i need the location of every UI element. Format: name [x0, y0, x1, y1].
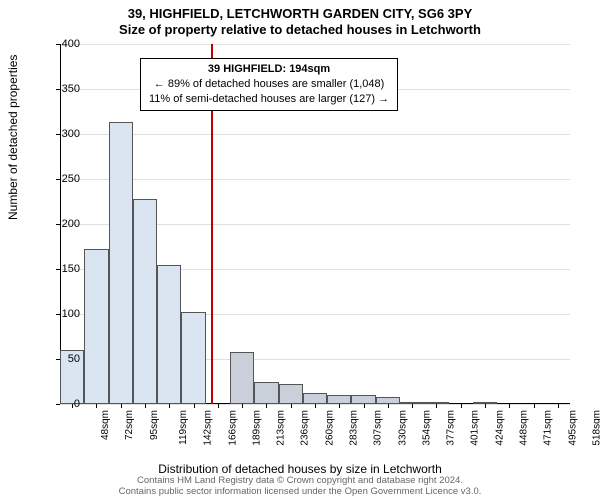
x-tick-label: 377sqm — [446, 410, 457, 446]
title-line-2: Size of property relative to detached ho… — [0, 22, 600, 38]
x-tick-label: 330sqm — [397, 410, 408, 446]
x-tick-label: 95sqm — [149, 410, 160, 440]
x-tick-mark — [339, 404, 340, 408]
footer-attribution: Contains HM Land Registry data © Crown c… — [0, 476, 600, 498]
x-tick-mark — [485, 404, 486, 408]
y-tick-label: 350 — [50, 83, 80, 95]
y-tick-label: 0 — [50, 398, 80, 410]
x-tick-label: 119sqm — [178, 410, 189, 445]
x-tick-mark — [169, 404, 170, 408]
y-tick-label: 200 — [50, 218, 80, 230]
x-tick-mark — [121, 404, 122, 408]
x-tick-label: 213sqm — [276, 410, 287, 446]
x-tick-label: 283sqm — [349, 410, 360, 446]
grid-line — [60, 44, 570, 45]
footer-line-2: Contains public sector information licen… — [0, 487, 600, 498]
x-tick-mark — [412, 404, 413, 408]
x-tick-label: 448sqm — [519, 410, 530, 446]
x-tick-mark — [534, 404, 535, 408]
y-tick-label: 400 — [50, 38, 80, 50]
y-tick-label: 250 — [50, 173, 80, 185]
x-tick-label: 189sqm — [251, 410, 262, 446]
x-tick-label: 48sqm — [100, 410, 111, 440]
histogram-bar — [376, 397, 400, 404]
x-axis-label: Distribution of detached houses by size … — [0, 462, 600, 476]
title-line-1: 39, HIGHFIELD, LETCHWORTH GARDEN CITY, S… — [0, 6, 600, 22]
histogram-bar — [230, 352, 254, 404]
x-tick-label: 142sqm — [203, 410, 214, 446]
y-axis-label: Number of detached properties — [6, 55, 20, 220]
histogram-bar — [109, 122, 133, 404]
x-tick-label: 236sqm — [300, 410, 311, 446]
x-tick-mark — [558, 404, 559, 408]
x-tick-mark — [242, 404, 243, 408]
x-tick-label: 307sqm — [373, 410, 384, 446]
x-tick-mark — [364, 404, 365, 408]
histogram-bar — [133, 199, 157, 404]
histogram-bar — [279, 384, 303, 404]
x-tick-mark — [461, 404, 462, 408]
x-tick-label: 260sqm — [324, 410, 335, 446]
x-tick-mark — [194, 404, 195, 408]
y-tick-label: 300 — [50, 128, 80, 140]
x-tick-label: 424sqm — [494, 410, 505, 446]
y-tick-label: 150 — [50, 263, 80, 275]
histogram-bar — [327, 395, 351, 404]
y-tick-label: 50 — [50, 353, 80, 365]
x-tick-mark — [388, 404, 389, 408]
x-tick-label: 166sqm — [227, 410, 238, 446]
histogram-bar — [157, 265, 181, 405]
x-tick-mark — [291, 404, 292, 408]
annotation-line-3: 11% of semi-detached houses are larger (… — [149, 92, 389, 107]
x-tick-mark — [315, 404, 316, 408]
annotation-box: 39 HIGHFIELD: 194sqm ← 89% of detached h… — [140, 58, 398, 111]
x-tick-label: 518sqm — [591, 410, 600, 446]
histogram-chart: 39, HIGHFIELD, LETCHWORTH GARDEN CITY, S… — [0, 0, 600, 500]
histogram-bar — [254, 382, 278, 405]
x-tick-mark — [436, 404, 437, 408]
x-tick-label: 72sqm — [124, 410, 135, 440]
x-tick-mark — [145, 404, 146, 408]
x-tick-mark — [509, 404, 510, 408]
x-tick-label: 495sqm — [567, 410, 578, 446]
x-tick-mark — [266, 404, 267, 408]
x-tick-label: 401sqm — [470, 410, 481, 446]
annotation-line-1: 39 HIGHFIELD: 194sqm — [149, 62, 389, 77]
histogram-bar — [303, 393, 327, 404]
x-tick-mark — [96, 404, 97, 408]
grid-line — [60, 134, 570, 135]
x-tick-mark — [218, 404, 219, 408]
grid-line — [60, 179, 570, 180]
histogram-bar — [351, 395, 375, 404]
histogram-bar — [181, 312, 205, 404]
y-tick-label: 100 — [50, 308, 80, 320]
chart-title: 39, HIGHFIELD, LETCHWORTH GARDEN CITY, S… — [0, 0, 600, 37]
x-tick-label: 354sqm — [421, 410, 432, 446]
histogram-bar — [84, 249, 108, 404]
annotation-line-2: ← 89% of detached houses are smaller (1,… — [149, 77, 389, 92]
x-tick-label: 471sqm — [543, 410, 554, 446]
